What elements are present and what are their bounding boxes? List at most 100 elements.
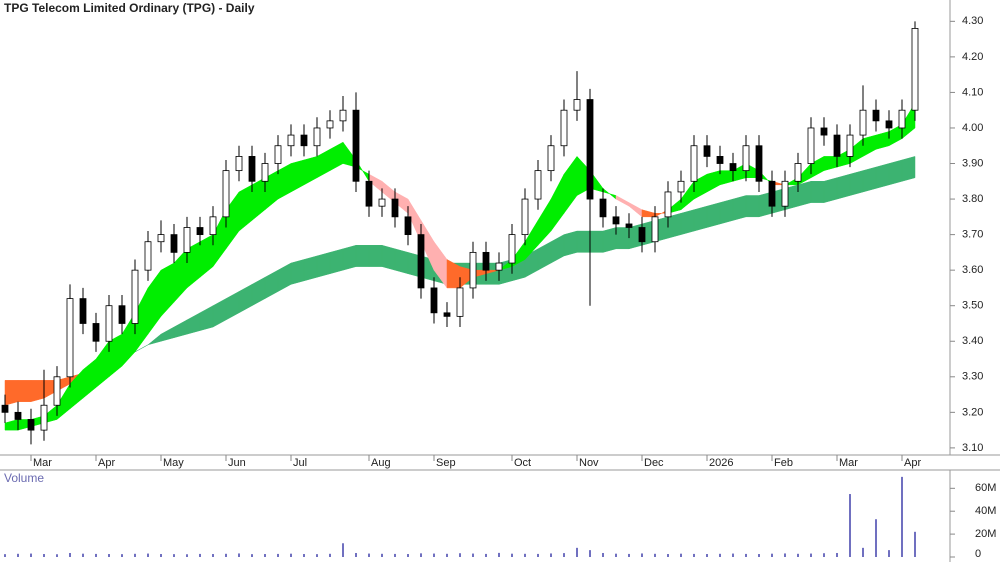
y-tick-label: 3.30 — [962, 371, 983, 383]
candle-body — [599, 198, 607, 218]
candle-body — [573, 99, 581, 111]
volume-tick-label: 20M — [975, 528, 996, 540]
candle-body — [885, 120, 893, 129]
volume-bar — [758, 554, 760, 557]
candle-body — [456, 287, 464, 317]
y-tick-label: 3.50 — [962, 300, 983, 312]
volume-title: Volume — [4, 471, 44, 485]
candle-body — [300, 134, 308, 147]
ribbon-segment — [719, 198, 734, 225]
volume-bar — [407, 554, 409, 557]
candle-body — [612, 216, 620, 225]
candle-body — [404, 216, 412, 236]
volume-bar — [680, 553, 682, 557]
y-tick-label: 3.20 — [962, 406, 983, 418]
candle-body — [547, 145, 555, 172]
candle-body — [313, 127, 321, 147]
volume-bar — [134, 553, 136, 557]
volume-bar — [849, 494, 851, 557]
ribbon-segment — [4, 380, 19, 406]
candle-body — [53, 376, 61, 406]
ribbon-segment — [875, 163, 890, 189]
volume-bar — [199, 553, 201, 557]
volume-bar — [446, 553, 448, 557]
candle-body — [365, 180, 373, 207]
candle-body — [196, 227, 204, 236]
volume-bar — [82, 553, 84, 557]
volume-bar — [888, 550, 890, 557]
x-tick-label: Dec — [644, 457, 664, 469]
x-tick-label: Jul — [293, 457, 307, 469]
ribbon-segment — [797, 180, 812, 207]
volume-bar — [212, 554, 214, 557]
ribbon-segment — [849, 170, 864, 196]
ribbon-segment — [693, 205, 708, 232]
ribbon-segment — [381, 244, 396, 271]
candle-body — [144, 241, 152, 271]
candle-body — [534, 170, 542, 200]
candle-body — [170, 234, 178, 253]
volume-bar — [862, 547, 864, 557]
candle-body — [443, 312, 451, 317]
volume-bar — [30, 553, 32, 557]
candle-body — [625, 223, 633, 228]
candle-body — [417, 234, 425, 289]
candle-body — [352, 109, 360, 182]
volume-bar — [524, 553, 526, 557]
candle-body — [833, 134, 841, 157]
ribbon-segment — [303, 255, 318, 282]
volume-bar — [381, 553, 383, 557]
candle-body — [378, 198, 386, 207]
volume-bar — [797, 553, 799, 557]
candle-body — [807, 127, 815, 164]
candle-body — [638, 227, 646, 243]
volume-bar — [823, 553, 825, 557]
volume-bar — [550, 553, 552, 557]
candle-body — [391, 198, 399, 218]
candle-body — [911, 28, 919, 111]
volume-bar — [225, 553, 227, 557]
y-tick-label: 3.60 — [962, 264, 983, 276]
candle-body — [898, 109, 906, 129]
volume-bar — [303, 554, 305, 557]
volume-bar — [355, 552, 357, 557]
candle-body — [105, 305, 113, 342]
ribbon-segment — [680, 209, 695, 235]
candle-body — [430, 287, 438, 314]
candle-body — [872, 109, 880, 122]
y-tick-label: 3.40 — [962, 335, 983, 347]
candle-body — [118, 305, 126, 324]
candle-body — [40, 404, 48, 431]
volume-bar — [420, 553, 422, 557]
candle-body — [768, 180, 776, 207]
x-tick-label: Oct — [514, 457, 531, 469]
volume-bar — [589, 550, 591, 557]
candle-body — [222, 170, 230, 218]
x-tick-label: Apr — [98, 457, 115, 469]
volume-bar — [771, 553, 773, 557]
ribbon-segment — [563, 230, 578, 257]
candle-body — [274, 145, 282, 164]
x-tick-label: Mar — [33, 457, 52, 469]
candle-body — [1, 404, 9, 413]
volume-bar — [485, 553, 487, 557]
volume-bar — [69, 552, 71, 557]
x-tick-label: May — [163, 457, 184, 469]
ribbon-segment — [615, 227, 630, 250]
volume-bar — [537, 553, 539, 557]
volume-bar — [56, 554, 58, 557]
chart-title: TPG Telecom Limited Ordinary (TPG) - Dai… — [4, 1, 255, 15]
candle-body — [794, 163, 802, 182]
candle-body — [729, 163, 737, 172]
volume-bar — [563, 553, 565, 557]
candle-body — [677, 180, 685, 193]
volume-bar — [160, 554, 162, 557]
volume-bar — [667, 554, 669, 557]
y-tick-label: 4.10 — [962, 86, 983, 98]
ribbon-segment — [888, 159, 903, 186]
ribbon-segment — [823, 177, 838, 203]
volume-bar — [173, 554, 175, 557]
y-tick-label: 3.10 — [962, 442, 983, 454]
